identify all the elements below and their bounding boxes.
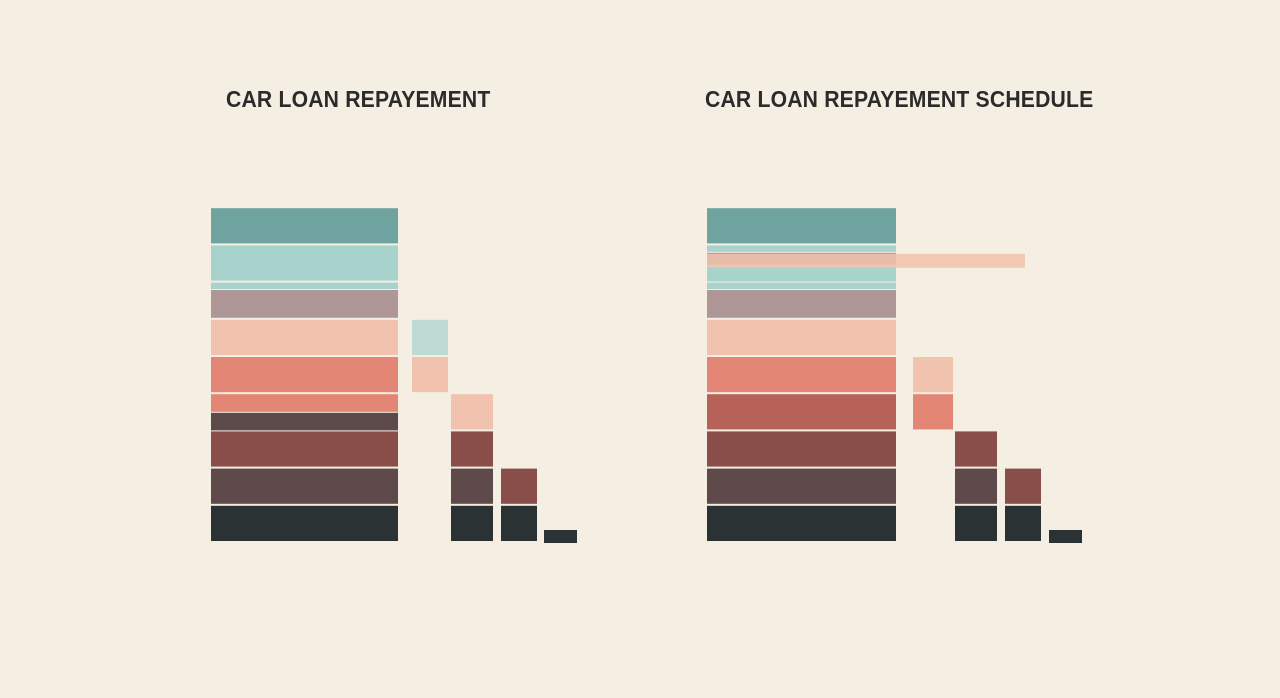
chart-title-left: CAR LOAN REPAYEMENT xyxy=(226,86,491,112)
step-cell xyxy=(544,530,577,543)
stack-segment xyxy=(707,468,896,504)
stack-segment xyxy=(211,394,398,412)
stack-segment xyxy=(211,290,398,318)
stack-segment xyxy=(707,265,896,282)
stack-segment xyxy=(211,412,398,431)
step-cell xyxy=(955,468,997,504)
stack-segment xyxy=(707,290,896,318)
step-cell xyxy=(451,468,493,504)
chart-right xyxy=(707,208,1082,543)
stack-segment xyxy=(707,431,896,467)
stack-segment xyxy=(211,245,398,281)
step-cell xyxy=(451,394,493,430)
stack-segment xyxy=(707,282,896,289)
step-cell xyxy=(501,468,537,504)
stack-segment xyxy=(211,357,398,393)
step-cell xyxy=(1005,468,1041,504)
step-cell xyxy=(451,431,493,467)
chart-title-right: CAR LOAN REPAYEMENT SCHEDULE xyxy=(705,86,1094,112)
step-cell xyxy=(501,505,537,541)
stack-segment xyxy=(707,208,896,244)
step-cell xyxy=(1049,530,1082,543)
stack-segment xyxy=(707,505,896,541)
stack-segment xyxy=(707,245,896,252)
step-cell xyxy=(955,505,997,541)
stack-segment xyxy=(211,208,398,244)
stack-segment xyxy=(211,282,398,289)
stack-segment xyxy=(707,394,896,430)
step-cell xyxy=(451,505,493,541)
step-cell xyxy=(913,394,953,430)
step-cell xyxy=(1005,505,1041,541)
step-cell xyxy=(412,319,448,355)
overlay-band xyxy=(707,253,1025,268)
stack-segment xyxy=(211,319,398,355)
step-cell xyxy=(412,357,448,393)
stack-segment xyxy=(211,505,398,541)
stack-segment xyxy=(211,431,398,467)
step-cell xyxy=(913,357,953,393)
stack-segment xyxy=(211,468,398,504)
step-cell xyxy=(955,431,997,467)
chart-left xyxy=(211,208,577,543)
stack-segment xyxy=(707,319,896,355)
stack-segment xyxy=(707,357,896,393)
